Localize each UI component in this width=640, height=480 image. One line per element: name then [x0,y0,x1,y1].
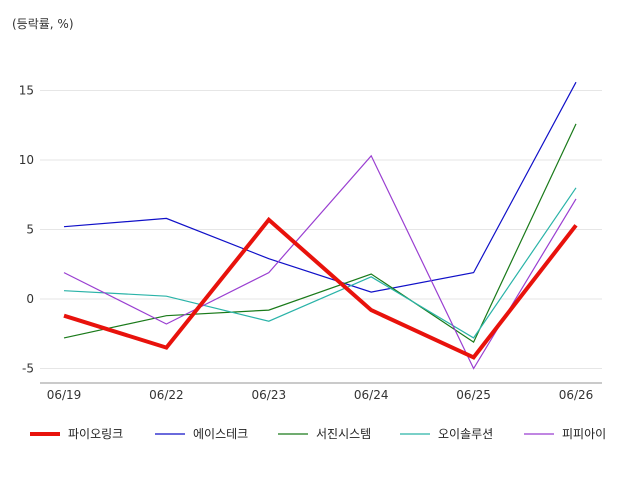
x-tick-label: 06/26 [559,388,594,402]
legend-label: 오이솔루션 [438,427,493,441]
legend: 파이오링크 에이스테크 서진시스템 오이솔루션 피피아이 [30,427,606,441]
series-line [63,123,577,343]
legend-label: 파이오링크 [68,427,123,441]
series-lines [63,81,578,370]
legend-label: 서진시스템 [316,427,371,441]
y-tick-label: 0 [26,292,34,306]
grid-lines [40,90,602,369]
series-line [63,154,577,370]
x-tick-label: 06/25 [456,388,491,402]
x-tick-label: 06/24 [354,388,389,402]
y-tick-label: 5 [26,223,34,237]
y-tick-label: 15 [19,84,34,98]
y-tick-label: -5 [22,362,34,376]
series-line [63,81,577,293]
series-line [63,187,577,339]
y-axis-ticks: -5 0 5 10 15 [19,84,34,376]
legend-label: 에이스테크 [193,427,248,441]
legend-label: 피피아이 [562,427,606,441]
series-line [63,216,578,360]
x-tick-label: 06/23 [252,388,287,402]
y-tick-label: 10 [19,153,34,167]
unit-label: (등락률, %) [12,17,74,31]
x-axis-ticks: 06/19 06/22 06/23 06/24 06/25 06/26 [47,388,594,402]
x-tick-label: 06/22 [149,388,184,402]
x-tick-label: 06/19 [47,388,82,402]
